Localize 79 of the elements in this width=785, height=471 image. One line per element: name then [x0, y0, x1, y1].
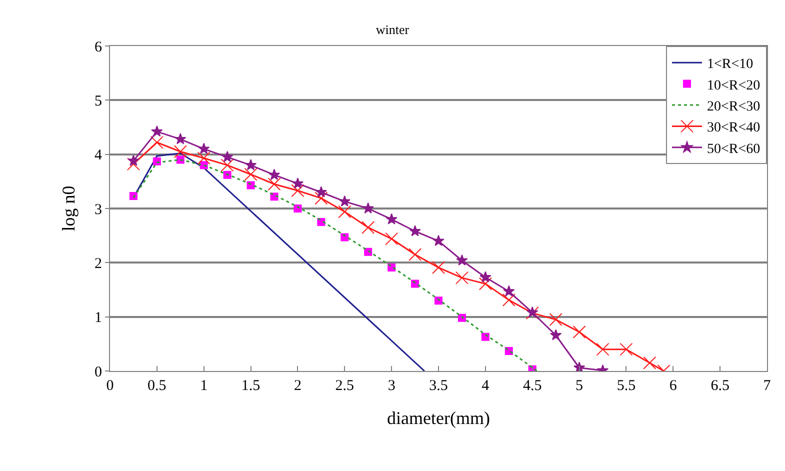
point: [151, 125, 163, 137]
x-tick-label: 3.5: [429, 378, 448, 394]
point: [409, 225, 421, 236]
point: [408, 248, 422, 262]
legend-label: 50<R<60: [707, 142, 760, 157]
point: [643, 356, 656, 370]
legend-label: 1<R<10: [707, 57, 754, 72]
point: [268, 168, 280, 180]
point: [291, 184, 304, 198]
y-tick-label: 3: [94, 202, 102, 218]
x-axis-title: diameter(mm): [387, 408, 490, 428]
point: [244, 159, 257, 170]
y-tick-label: 2: [94, 256, 102, 272]
point: [174, 133, 186, 144]
point: [223, 170, 232, 179]
point: [126, 158, 140, 171]
point: [244, 168, 258, 181]
y-axis-title: log n0: [58, 186, 79, 232]
x-tick-label: 3: [388, 378, 396, 394]
point: [152, 157, 161, 166]
x-tick-label: 1.5: [241, 378, 260, 394]
x-tick-label: 7: [763, 378, 772, 394]
point: [315, 186, 328, 198]
y-tick-label: 6: [94, 39, 102, 56]
point: [198, 142, 210, 154]
point: [550, 329, 562, 340]
point: [338, 205, 352, 218]
point: [340, 233, 349, 242]
point: [294, 204, 302, 212]
x-tick-label: 6.5: [710, 378, 730, 394]
x-tick-label: 0: [106, 378, 114, 394]
x-tick-label: 6: [669, 378, 678, 394]
x-tick-label: 0.5: [148, 378, 166, 394]
point: [478, 277, 492, 290]
point: [174, 145, 187, 158]
x-tick-label: 4: [482, 378, 490, 394]
point: [432, 261, 445, 274]
point: [386, 213, 398, 224]
y-tick-label: 5: [94, 93, 102, 110]
point: [455, 271, 468, 284]
point: [503, 285, 515, 296]
point: [362, 220, 375, 234]
point: [481, 332, 490, 341]
x-tick-label: 2.5: [335, 378, 354, 394]
x-tick-label: 4.5: [522, 378, 542, 394]
point: [150, 136, 164, 149]
y-tick-label: 4: [94, 148, 102, 164]
point: [434, 296, 442, 305]
point: [128, 154, 140, 166]
chart-title: winter: [376, 22, 410, 37]
point: [549, 313, 562, 326]
y-tick-label: 1: [94, 310, 102, 326]
point: [292, 177, 304, 189]
x-tick-label: 1: [200, 378, 208, 394]
point: [129, 192, 138, 200]
point: [573, 362, 586, 371]
x-tick-label: 5: [576, 378, 584, 394]
point: [572, 326, 586, 338]
point: [314, 192, 328, 205]
point: [362, 202, 374, 214]
point: [338, 195, 350, 206]
point: [432, 234, 444, 246]
legend-label: 30<R<40: [707, 120, 760, 136]
x-tick-label: 2: [294, 378, 302, 394]
legend-label: 20<R<30: [707, 99, 760, 114]
legend-label: 10<R<20: [707, 78, 760, 94]
point: [456, 254, 468, 266]
y-tick-label: 0: [94, 364, 102, 380]
point: [385, 232, 398, 246]
point: [220, 158, 234, 172]
point: [596, 342, 610, 356]
point: [221, 150, 234, 162]
point: [268, 178, 281, 191]
point: [620, 342, 633, 356]
point: [480, 271, 492, 282]
point: [502, 294, 516, 307]
x-tick-label: 5.5: [616, 378, 636, 394]
point: [458, 314, 466, 322]
point: [197, 152, 210, 165]
